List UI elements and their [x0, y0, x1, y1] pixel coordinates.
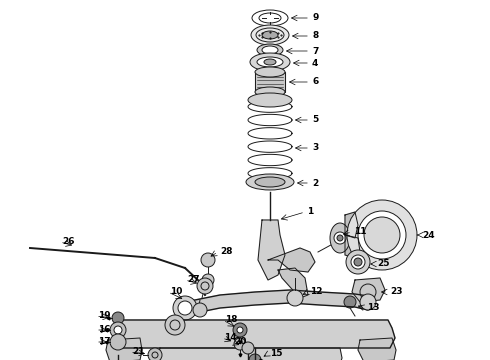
Circle shape: [178, 301, 192, 315]
Ellipse shape: [330, 223, 350, 253]
Text: 16: 16: [98, 325, 111, 334]
Circle shape: [337, 235, 343, 241]
Text: 26: 26: [62, 238, 74, 247]
Ellipse shape: [257, 57, 283, 67]
Text: 21: 21: [132, 347, 145, 356]
Circle shape: [287, 290, 303, 306]
Circle shape: [193, 303, 207, 317]
Text: 13: 13: [367, 303, 379, 312]
Circle shape: [242, 342, 254, 354]
Ellipse shape: [255, 177, 285, 187]
Ellipse shape: [250, 53, 290, 71]
Circle shape: [110, 334, 126, 350]
Text: 5: 5: [312, 116, 318, 125]
Text: 4: 4: [312, 58, 318, 68]
Text: 23: 23: [390, 288, 402, 297]
Circle shape: [165, 315, 185, 335]
Circle shape: [237, 327, 243, 333]
Text: 17: 17: [98, 338, 111, 346]
Text: 6: 6: [312, 77, 318, 86]
Text: 10: 10: [170, 288, 182, 297]
Ellipse shape: [246, 174, 294, 190]
Text: 1: 1: [307, 207, 313, 216]
Circle shape: [201, 253, 215, 267]
Ellipse shape: [248, 93, 292, 107]
Text: 18: 18: [225, 315, 238, 324]
Ellipse shape: [262, 46, 278, 54]
Polygon shape: [345, 212, 358, 238]
Ellipse shape: [257, 44, 283, 56]
Ellipse shape: [264, 59, 276, 65]
Polygon shape: [358, 338, 396, 360]
Text: 27: 27: [187, 275, 199, 284]
Text: 8: 8: [312, 31, 318, 40]
Polygon shape: [352, 278, 385, 302]
Circle shape: [202, 274, 214, 286]
Circle shape: [358, 211, 406, 259]
Text: 19: 19: [98, 311, 111, 320]
Polygon shape: [106, 338, 142, 360]
Polygon shape: [158, 348, 342, 360]
Text: 14: 14: [224, 333, 237, 342]
Ellipse shape: [255, 67, 285, 77]
Polygon shape: [185, 290, 368, 315]
Polygon shape: [268, 248, 315, 272]
Circle shape: [360, 294, 376, 310]
Circle shape: [351, 255, 365, 269]
Polygon shape: [255, 72, 285, 92]
Circle shape: [234, 338, 246, 350]
Polygon shape: [345, 235, 360, 258]
Polygon shape: [258, 220, 285, 280]
Text: 12: 12: [310, 288, 322, 297]
Text: 28: 28: [220, 248, 232, 256]
Text: 25: 25: [377, 260, 390, 269]
Text: 15: 15: [270, 350, 283, 359]
Text: 20: 20: [234, 338, 246, 346]
Circle shape: [354, 258, 362, 266]
Circle shape: [148, 348, 162, 360]
Polygon shape: [278, 268, 308, 298]
Circle shape: [364, 217, 400, 253]
Text: 9: 9: [312, 13, 318, 22]
Circle shape: [173, 296, 197, 320]
Polygon shape: [112, 320, 395, 348]
Circle shape: [112, 312, 124, 324]
Ellipse shape: [255, 87, 285, 97]
Text: 3: 3: [312, 144, 318, 153]
Ellipse shape: [262, 31, 278, 39]
Ellipse shape: [251, 25, 289, 45]
Circle shape: [334, 232, 346, 244]
Circle shape: [114, 326, 122, 334]
Text: 7: 7: [312, 46, 318, 55]
Circle shape: [233, 323, 247, 337]
Circle shape: [197, 278, 213, 294]
Circle shape: [344, 296, 356, 308]
Circle shape: [110, 322, 126, 338]
Circle shape: [347, 200, 417, 270]
Text: 24: 24: [422, 230, 435, 239]
Circle shape: [346, 250, 370, 274]
Text: 11: 11: [354, 228, 367, 237]
Circle shape: [249, 354, 261, 360]
Text: 2: 2: [312, 179, 318, 188]
